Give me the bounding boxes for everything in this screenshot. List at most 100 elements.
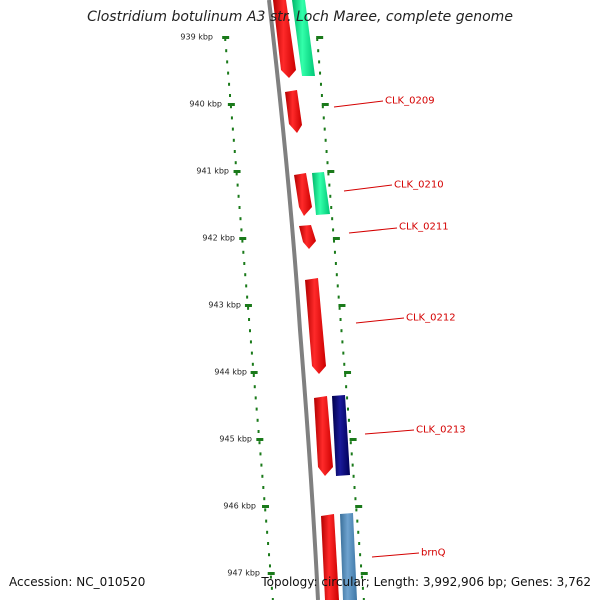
ruler-dot	[327, 172, 330, 176]
ruler-dot	[343, 362, 346, 366]
ruler-dot	[325, 150, 328, 153]
ruler-label-946: 946 kbp	[223, 501, 256, 511]
ruler-dot	[352, 474, 355, 478]
ruler-dot	[341, 340, 344, 344]
gene-label-brnq[interactable]: brnQ	[421, 547, 446, 559]
gene-features	[273, 0, 357, 600]
genome-summary-text: Topology: circular; Length: 3,992,906 bp…	[261, 575, 591, 589]
ruler-dot	[318, 60, 321, 64]
ruler-dot	[337, 295, 340, 299]
ruler-dot	[236, 183, 239, 187]
ruler-major-tick	[233, 170, 241, 173]
ruler-dot	[224, 38, 227, 41]
gene-arrow-brnq-red[interactable]	[321, 514, 339, 600]
ruler-dot	[360, 575, 363, 579]
ruler-dot	[238, 206, 241, 209]
ruler-dot	[349, 441, 352, 445]
ruler-dot	[348, 430, 351, 433]
ruler-dot	[339, 318, 342, 321]
ruler-dot	[356, 519, 359, 523]
ruler-dot	[265, 519, 268, 523]
gene-label-clk-0212[interactable]: CLK_0212	[406, 312, 456, 324]
ruler-dot	[254, 396, 257, 400]
ruler-major-tick	[327, 170, 335, 173]
ruler-major-tick	[227, 103, 235, 106]
ruler-dot	[361, 586, 364, 590]
ruler-dot	[336, 284, 339, 288]
ruler-dot	[331, 217, 334, 221]
ruler-dot	[256, 418, 259, 422]
gene-arrow-clk-0209[interactable]	[285, 90, 302, 133]
gene-arrow-clk-0213-navy[interactable]	[332, 395, 350, 476]
ruler-dot	[243, 262, 246, 265]
ruler-dot	[226, 60, 229, 64]
ruler-dot	[261, 474, 264, 478]
gene-arrow-clk-0210-red[interactable]	[294, 173, 312, 216]
ruler-dot	[334, 262, 337, 265]
ruler-label-943: 943 kbp	[208, 300, 241, 310]
ruler-dot	[248, 318, 251, 321]
ruler-dot	[229, 94, 232, 97]
ruler-dot	[350, 452, 353, 456]
ruler-dot	[244, 273, 247, 277]
ruler-dot	[351, 463, 354, 467]
ruler-dot	[347, 418, 350, 422]
ruler-dot	[228, 82, 231, 86]
ruler-dot	[241, 239, 244, 243]
ruler-dot	[250, 351, 253, 355]
ruler-label-947: 947 kbp	[227, 568, 260, 578]
ruler-dot	[342, 351, 345, 355]
ruler-dot	[229, 105, 232, 109]
ruler-major-tick	[355, 505, 363, 508]
ruler-dot	[329, 194, 332, 198]
ruler-dot	[330, 206, 333, 209]
ruler-label-942: 942 kbp	[202, 233, 235, 243]
ruler-dot	[268, 564, 271, 568]
ruler-dot	[267, 542, 270, 545]
ruler-dot	[359, 553, 362, 557]
ruler-label-939: 939 kbp	[180, 32, 213, 42]
gene-arrow-top-green[interactable]	[292, 0, 315, 76]
gene-label-clk-0209[interactable]: CLK_0209	[385, 95, 435, 107]
ruler-major-tick	[360, 572, 368, 575]
label-leader-lines	[333, 100, 420, 558]
ruler-dot	[358, 542, 361, 545]
ruler-dot	[232, 138, 235, 142]
gene-arrow-brnq-steel[interactable]	[340, 513, 357, 600]
gene-arrow-clk-0213-red[interactable]	[314, 396, 333, 476]
ruler-dot	[333, 239, 336, 243]
genome-backbone	[267, 0, 320, 600]
ruler-major-tick	[256, 438, 264, 441]
ruler-major-tick	[250, 371, 258, 374]
ruler-dot	[326, 161, 329, 165]
ruler-dot	[231, 127, 234, 131]
ruler-dot	[253, 385, 256, 389]
ruler-dot	[346, 396, 349, 400]
ruler-dot	[233, 150, 236, 153]
gene-arrow-clk-0211[interactable]	[299, 225, 316, 249]
map-title: Clostridium botulinum A3 str. Loch Maree…	[87, 9, 513, 25]
ruler-dot	[249, 340, 252, 344]
ruler-dot	[324, 138, 327, 142]
accession-text: Accession: NC_010520	[9, 575, 146, 589]
ruler-dot	[248, 329, 251, 333]
ruler-label-944: 944 kbp	[214, 367, 247, 377]
ruler-dot	[360, 564, 363, 568]
gene-arrow-clk-0210-green[interactable]	[312, 172, 330, 215]
ruler-dot	[246, 295, 249, 299]
ruler-major-tick	[262, 505, 270, 508]
gene-arrow-clk-0212[interactable]	[305, 278, 326, 374]
leader-clk-0212	[355, 317, 405, 324]
ruler-major-tick	[349, 438, 357, 441]
ruler-dotted-line-left	[224, 38, 274, 600]
gene-arrow-top-red[interactable]	[273, 0, 296, 78]
ruler-major-tick	[321, 103, 329, 106]
gene-label-clk-0210[interactable]: CLK_0210	[394, 179, 444, 191]
ruler-dot	[239, 217, 242, 221]
ruler-label-945: 945 kbp	[219, 434, 252, 444]
ruler-dot	[319, 82, 322, 86]
gene-label-clk-0213[interactable]: CLK_0213	[416, 424, 466, 436]
ruler-dot	[323, 127, 326, 131]
gene-label-clk-0211[interactable]: CLK_0211	[399, 221, 449, 233]
